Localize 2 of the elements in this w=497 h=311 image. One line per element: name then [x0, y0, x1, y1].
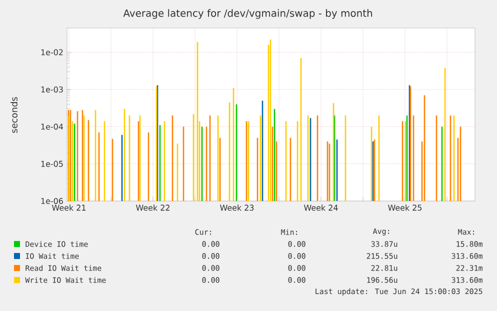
chart-title: Average latency for /dev/vgmain/swap - by month: [123, 9, 372, 19]
y-axis-title: seconds: [10, 97, 18, 133]
